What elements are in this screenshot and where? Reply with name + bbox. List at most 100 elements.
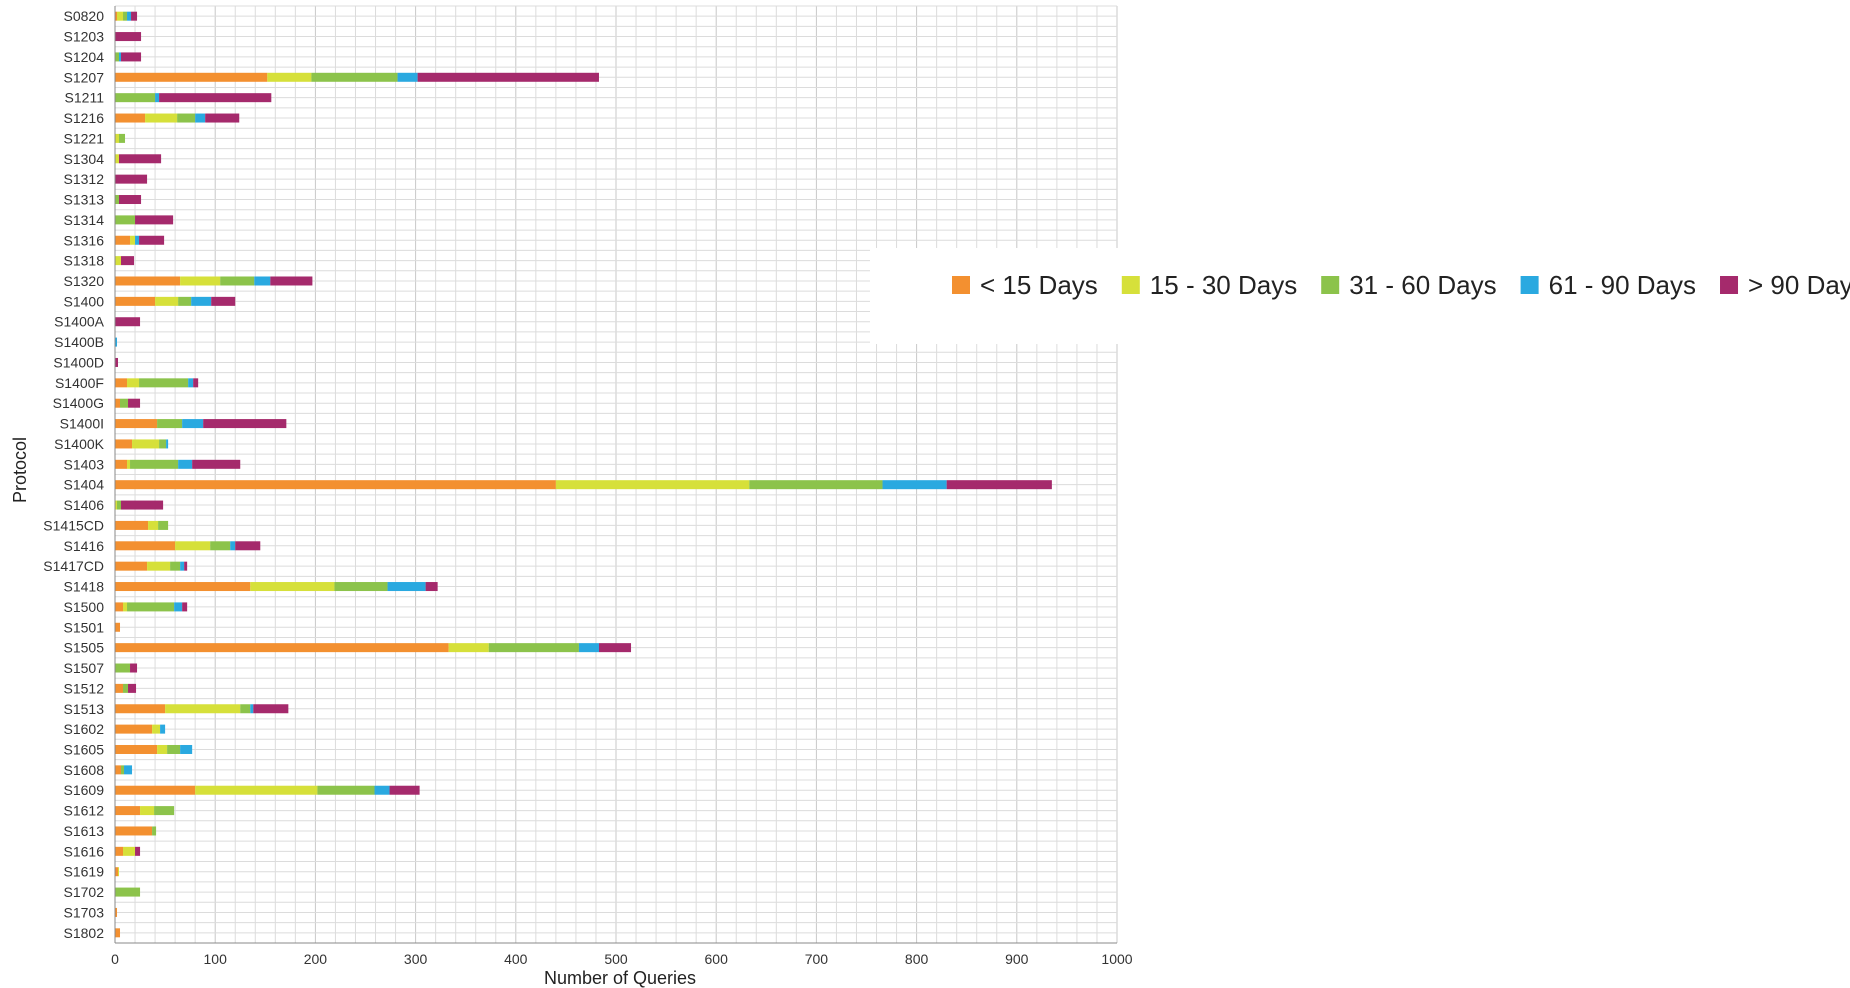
bar-segment	[121, 256, 135, 266]
x-tick-label: 400	[504, 951, 528, 967]
bar-segment	[210, 541, 231, 551]
bar-segment	[115, 337, 118, 347]
bar-segment	[115, 704, 166, 714]
bar-segment	[555, 480, 750, 490]
bar-segment	[389, 785, 420, 795]
bar-segment	[115, 317, 141, 327]
bar-segment	[115, 133, 120, 143]
y-tick-label: S1400I	[60, 416, 104, 432]
y-tick-label: S1415CD	[43, 517, 104, 533]
bar-segment	[115, 602, 124, 612]
bar-segment	[115, 582, 251, 592]
bar-segment	[119, 52, 122, 62]
bar-segment	[154, 806, 175, 816]
grid	[114, 5, 1118, 944]
bar-segment	[115, 724, 153, 734]
bar-segment	[115, 643, 449, 653]
bar-segment	[117, 11, 124, 21]
bar-segment	[152, 724, 161, 734]
bar-segment	[120, 398, 129, 408]
bar-segment	[211, 296, 236, 306]
bar-segment	[147, 561, 171, 571]
bar-segment	[124, 765, 133, 775]
y-tick-label: S1400	[64, 293, 105, 309]
y-tick-label: S1616	[64, 843, 105, 859]
legend-label: 31 - 60 Days	[1349, 270, 1496, 300]
bar-segment	[115, 907, 118, 917]
y-tick-label: S1304	[64, 151, 105, 167]
bar-segment	[115, 154, 120, 164]
bar-segment	[123, 11, 128, 21]
y-tick-label: S1400B	[54, 334, 104, 350]
bar-segment	[115, 867, 119, 877]
bar-segment	[115, 296, 156, 306]
bar-segment	[159, 93, 272, 103]
legend-swatch	[1720, 276, 1739, 294]
bar-segment	[130, 459, 179, 469]
y-tick-label: S1316	[64, 232, 105, 248]
bar-segment	[121, 765, 125, 775]
bar-segment	[165, 704, 241, 714]
bar-segment	[115, 32, 142, 42]
bar-segment	[115, 846, 124, 856]
bar-segment	[578, 643, 599, 653]
bar-segment	[152, 826, 157, 836]
bar-segment	[115, 256, 122, 266]
bar-segment	[130, 235, 136, 245]
axes	[114, 6, 1117, 944]
bar-segment	[115, 419, 158, 429]
legend-label: 61 - 90 Days	[1549, 270, 1696, 300]
x-tick-label: 1000	[1101, 951, 1132, 967]
bar-segment	[188, 378, 194, 388]
bar-segment	[115, 765, 122, 775]
legend-label: > 90 Days	[1748, 270, 1850, 300]
bar-segment	[115, 52, 120, 62]
bar-segment	[148, 520, 159, 530]
bar-segment	[127, 378, 140, 388]
bar-segment	[882, 480, 947, 490]
y-tick-label: S1207	[64, 69, 105, 85]
y-tick-label: S1406	[64, 497, 105, 513]
x-tick-label: 900	[1005, 951, 1029, 967]
y-tick-label: S1204	[64, 49, 105, 65]
x-tick-label: 200	[304, 951, 328, 967]
bar-segment	[139, 378, 189, 388]
bar-segment	[135, 215, 174, 225]
y-tick-label: S1312	[64, 171, 105, 187]
bar-segment	[123, 846, 136, 856]
y-tick-label: S1605	[64, 741, 105, 757]
bar-segment	[130, 663, 138, 673]
bar-segment	[119, 195, 142, 205]
y-tick-label: S1703	[64, 904, 105, 920]
bar-segment	[155, 296, 179, 306]
bar-segment	[115, 398, 121, 408]
bar-segment	[119, 133, 126, 143]
bar-segment	[128, 398, 141, 408]
bar-segment	[240, 704, 251, 714]
bar-segment	[195, 113, 206, 123]
y-tick-labels: S0820 S1203 S1204 S1207 S1211 S1216 S1221 S1304…	[43, 8, 104, 941]
bar-segment	[115, 459, 128, 469]
y-tick-label: S1318	[64, 253, 105, 269]
bar-segment	[253, 704, 289, 714]
bar-segment	[139, 235, 165, 245]
legend-background	[870, 248, 1845, 344]
legend-swatch	[952, 276, 970, 294]
y-tick-label: S1203	[64, 29, 105, 45]
bar-segment	[250, 704, 254, 714]
bar-segment	[127, 602, 175, 612]
bar-segment	[317, 785, 375, 795]
bar-segment	[159, 439, 167, 449]
legend-swatch	[1321, 276, 1340, 294]
y-tick-label: S1505	[64, 640, 105, 656]
bar-segment	[121, 500, 164, 510]
y-tick-label: S1802	[64, 925, 105, 941]
x-tick-label: 600	[705, 951, 729, 967]
y-tick-label: S1702	[64, 884, 105, 900]
x-tick-labels: 0 100 200 300 400 500 600 700 800 900 1000	[111, 951, 1133, 967]
legend-swatch	[1520, 276, 1539, 294]
bar-segment	[182, 419, 204, 429]
bar-segment	[115, 520, 149, 530]
bar-segment	[115, 500, 118, 510]
